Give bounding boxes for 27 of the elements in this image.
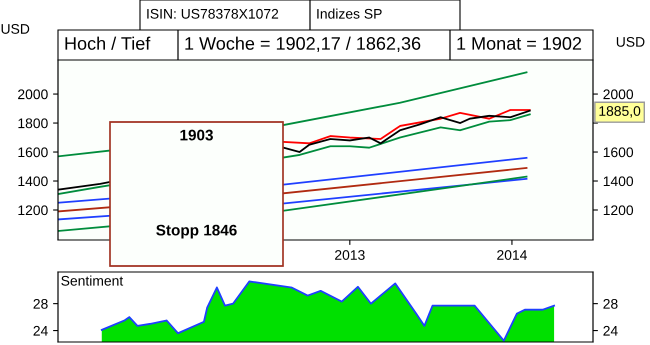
- text: ISIN: US78378X1072: [147, 8, 278, 19]
- text: 1 Monat = 1902: [457, 37, 582, 50]
- x-tick-label: 2013: [335, 250, 365, 260]
- x-tick-label: 2014: [497, 250, 527, 260]
- y2-tick-label: 1600: [604, 147, 634, 158]
- text: 1 Woche = 1902,17 / 1862,36: [185, 36, 420, 52]
- chart-title: Sentiment: [61, 276, 124, 286]
- y-tick-label: 1600: [18, 147, 48, 158]
- line-series: [282, 109, 531, 144]
- text: 1903: [180, 130, 213, 141]
- y2-tick-label: 1200: [604, 205, 634, 216]
- y-tick-label: 1200: [18, 205, 48, 216]
- y2-tick-label: 2000: [603, 89, 634, 100]
- y-tick-label: 28: [34, 298, 48, 309]
- text: 1885,0: [599, 106, 640, 118]
- y2-tick-label: 24: [603, 326, 618, 336]
- y2-tick-label: 1400: [604, 176, 634, 186]
- y2-axis-title: USD: [616, 36, 644, 47]
- text: Indizes SP: [317, 8, 382, 19]
- y-tick-label: 24: [34, 326, 48, 336]
- y-tick-label: 2000: [18, 89, 48, 100]
- y-tick-label: 1800: [18, 118, 48, 128]
- y-axis-title: USD: [2, 24, 30, 34]
- text: Hoch / Tief: [65, 36, 150, 50]
- y-tick-label: 1400: [18, 176, 48, 186]
- annotation: Stopp 1846: [156, 224, 237, 239]
- y2-tick-label: 28: [603, 298, 618, 309]
